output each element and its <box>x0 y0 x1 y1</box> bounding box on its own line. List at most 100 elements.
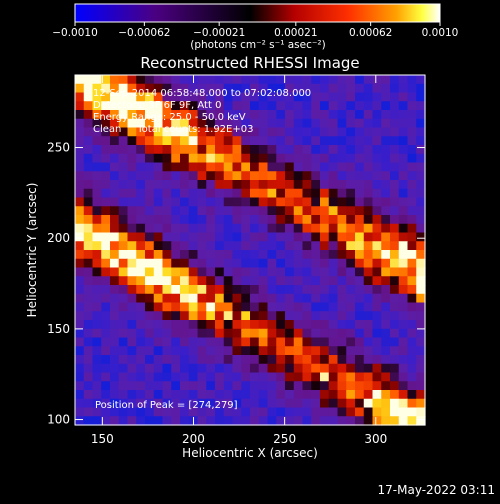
heatmap-cell <box>153 311 164 321</box>
heatmap-cell <box>258 381 269 391</box>
heatmap-cell <box>398 416 409 426</box>
heatmap-cell <box>250 171 260 181</box>
heatmap-cell <box>232 381 242 391</box>
heatmap-cell <box>75 416 85 426</box>
heatmap-cell <box>355 153 365 164</box>
heatmap-cell <box>83 206 94 216</box>
heatmap-cell <box>110 136 120 146</box>
heatmap-cell <box>363 83 374 94</box>
heatmap-cell <box>267 302 277 312</box>
heatmap-cell <box>407 258 417 269</box>
heatmap-cell <box>75 118 85 129</box>
heatmap-cell <box>293 337 304 347</box>
heatmap-cell <box>92 250 102 260</box>
heatmap-cell <box>188 381 199 391</box>
heatmap-cell <box>311 171 321 181</box>
heatmap-cell <box>136 320 146 330</box>
heatmap-cell <box>75 311 85 321</box>
heatmap-cell <box>381 153 391 164</box>
heatmap-cell <box>328 127 339 137</box>
heatmap-cell <box>250 250 260 260</box>
heatmap-cell <box>302 127 312 137</box>
heatmap-cell <box>127 241 137 251</box>
heatmap-cell <box>101 223 111 234</box>
heatmap-cell <box>407 188 417 199</box>
heatmap-cell <box>363 92 374 102</box>
heatmap-cell <box>416 241 426 251</box>
heatmap-cell <box>188 162 199 172</box>
plot-frame <box>74 74 426 426</box>
heatmap-cell <box>180 101 190 111</box>
heatmap-cell <box>127 75 137 85</box>
heatmap-cell <box>241 92 251 102</box>
heatmap-cell <box>118 407 129 417</box>
heatmap-cell <box>363 232 374 242</box>
x-tick-label: 300 <box>364 432 387 446</box>
heatmap-cell <box>293 75 304 85</box>
heatmap-cell <box>232 372 242 382</box>
heatmap-cell <box>215 127 225 137</box>
heatmap-cell <box>328 223 339 234</box>
heatmap-cell <box>92 127 102 137</box>
heatmap-cell <box>101 145 111 155</box>
heatmap-cell <box>215 171 225 181</box>
heatmap-cell <box>188 311 199 321</box>
heatmap-cell <box>180 83 190 94</box>
heatmap-cell <box>118 328 129 339</box>
heatmap-cell <box>346 92 356 102</box>
heatmap-cell <box>223 363 234 374</box>
heatmap-cell <box>215 328 225 339</box>
heatmap-cell <box>136 153 146 164</box>
heatmap-cell <box>372 180 382 190</box>
heatmap-cell <box>180 197 190 207</box>
heatmap-cell <box>206 285 216 295</box>
heatmap-cell <box>162 127 172 137</box>
heatmap-cell <box>145 363 155 374</box>
heatmap-cell <box>267 337 277 347</box>
heatmap-cell <box>162 153 172 164</box>
heatmap-cell <box>250 206 260 216</box>
heatmap-cell <box>398 258 409 269</box>
heatmap-cell <box>127 127 137 137</box>
heatmap-cell <box>223 311 234 321</box>
heatmap-cell <box>223 293 234 304</box>
heatmap-cell <box>311 276 321 286</box>
heatmap-cell <box>206 171 216 181</box>
heatmap-cell <box>162 215 172 225</box>
heatmap-cell <box>337 75 347 85</box>
heatmap-cell <box>92 390 102 400</box>
heatmap-cell <box>293 101 304 111</box>
peak-position-label: Position of Peak = [274,279] <box>95 400 238 411</box>
heatmap-cell <box>188 302 199 312</box>
heatmap-cell <box>416 171 426 181</box>
heatmap-cell <box>92 267 102 277</box>
annotation-energy-range: Energy Range: 25.0 - 50.0 keV <box>93 112 246 123</box>
heatmap-cell <box>250 127 260 137</box>
heatmap-cell <box>127 206 137 216</box>
heatmap-cell <box>162 206 172 216</box>
heatmap-cell <box>232 153 242 164</box>
heatmap-cell <box>390 363 400 374</box>
heatmap-cell <box>180 267 190 277</box>
heatmap-cell <box>258 337 269 347</box>
heatmap-cell <box>241 372 251 382</box>
heatmap-cell <box>180 302 190 312</box>
heatmap-cell <box>346 180 356 190</box>
heatmap-cell <box>206 92 216 102</box>
heatmap-cell <box>311 390 321 400</box>
heatmap-cell <box>215 215 225 225</box>
heatmap-cell <box>162 363 172 374</box>
y-axis-label: Heliocentric Y (arcsec) <box>25 183 39 318</box>
heatmap-cell <box>188 390 199 400</box>
heatmap-cell <box>83 118 94 129</box>
heatmap-cell <box>232 258 242 269</box>
heatmap-cell <box>110 337 120 347</box>
heatmap-cell <box>232 101 242 111</box>
heatmap-cell <box>372 92 382 102</box>
heatmap-cell <box>92 258 102 269</box>
heatmap-cell <box>311 118 321 129</box>
heatmap-cell <box>197 215 207 225</box>
heatmap-cell <box>337 381 347 391</box>
heatmap-cell <box>285 267 295 277</box>
heatmap-cell <box>363 355 374 365</box>
